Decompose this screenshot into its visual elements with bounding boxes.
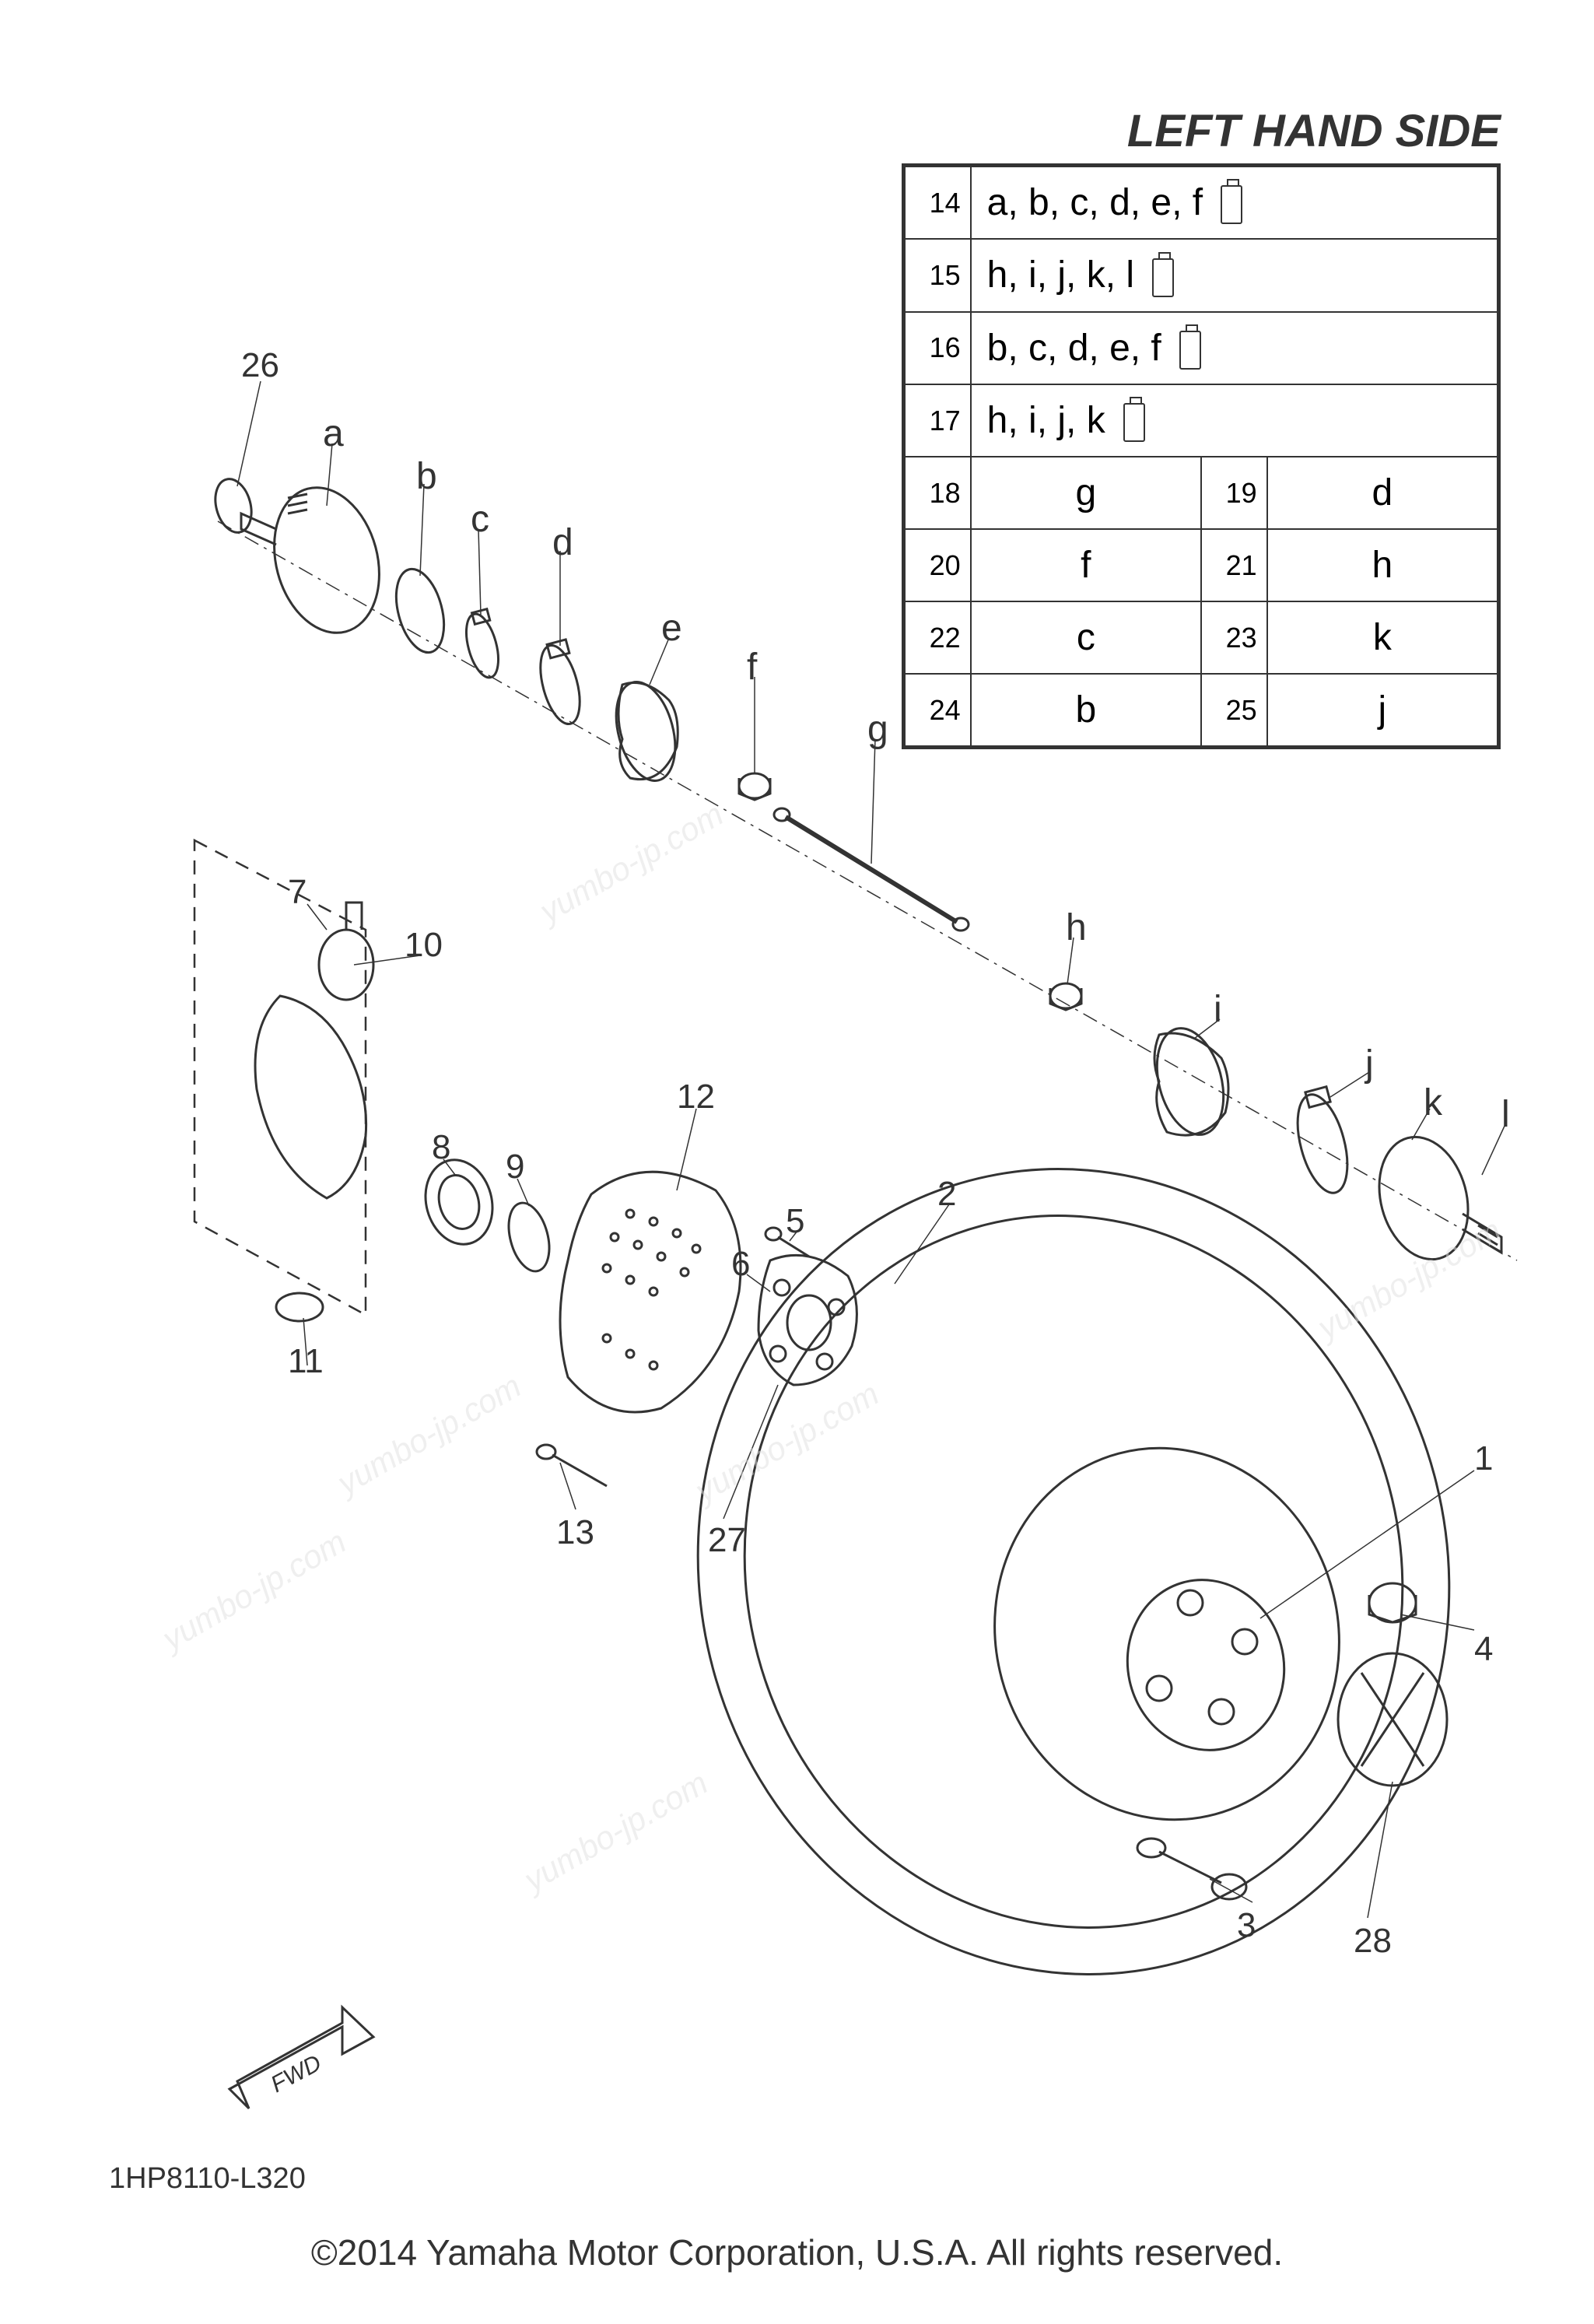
callout-letter: c <box>471 498 489 541</box>
callout-number: 28 <box>1354 1922 1392 1961</box>
panel-title: LEFT HAND SIDE <box>1127 105 1501 157</box>
table-row: 20f21h <box>905 529 1498 601</box>
ref-val: c <box>971 601 1201 674</box>
cv-joint-outer-left <box>241 475 394 644</box>
grease-icon <box>1221 185 1242 224</box>
ref-val: d <box>1267 457 1498 529</box>
callout-number: 3 <box>1237 1906 1256 1945</box>
callout-number: 2 <box>937 1175 956 1214</box>
cv-joint-outer-right <box>1366 1127 1501 1269</box>
band-clamp <box>533 640 587 728</box>
callout-letter: h <box>1066 906 1087 949</box>
cv-boot-left <box>606 675 685 787</box>
callout-number: 10 <box>405 926 443 965</box>
grease-icon <box>1123 403 1145 442</box>
nut-h <box>1050 983 1081 1010</box>
ref-letters: b, c, d, e, f <box>971 312 1498 384</box>
grease-icon <box>1179 331 1201 370</box>
callout-number: 11 <box>288 1342 324 1381</box>
callout-number: 8 <box>432 1128 450 1167</box>
retaining-ring <box>502 1198 556 1275</box>
ref-val: h <box>1267 529 1498 601</box>
table-row: 16b, c, d, e, f <box>905 312 1498 384</box>
ref-letters: h, i, j, k <box>971 384 1498 457</box>
callout-number: 1 <box>1474 1439 1493 1478</box>
callout-number: 26 <box>241 346 279 385</box>
svg-text:FWD: FWD <box>267 2050 326 2098</box>
ref-num: 25 <box>1201 674 1267 746</box>
callout-letter: i <box>1214 988 1222 1031</box>
callout-letter: g <box>867 708 888 751</box>
ref-num: 22 <box>905 601 971 674</box>
o-ring <box>388 564 453 658</box>
table-row: 24b25j <box>905 674 1498 746</box>
callout-letter: k <box>1424 1081 1442 1124</box>
callout-letter: d <box>552 521 573 564</box>
band-clamp-right <box>1288 1087 1357 1198</box>
callout-number: 27 <box>708 1521 746 1560</box>
ref-num: 21 <box>1201 529 1267 601</box>
ref-num: 24 <box>905 674 971 746</box>
ref-val: j <box>1267 674 1498 746</box>
callout-number: 6 <box>731 1245 750 1284</box>
knuckle-assembly <box>194 840 373 1315</box>
bolt-13 <box>537 1445 607 1486</box>
callout-letter: f <box>747 646 757 689</box>
callout-number: 12 <box>677 1078 715 1116</box>
table-row: 15h, i, j, k, l <box>905 239 1498 311</box>
cv-boot-right <box>1146 1021 1235 1142</box>
ref-letters: h, i, j, k, l <box>971 239 1498 311</box>
ref-num: 16 <box>905 312 971 384</box>
ref-num: 15 <box>905 239 971 311</box>
table-row: 18g19d <box>905 457 1498 529</box>
band-clamp-small <box>461 609 505 682</box>
ref-num: 18 <box>905 457 971 529</box>
callout-letter: j <box>1365 1043 1374 1085</box>
table-row: 14a, b, c, d, e, f <box>905 167 1498 239</box>
callout-letter: a <box>323 412 344 455</box>
ref-num: 23 <box>1201 601 1267 674</box>
callout-number: 13 <box>556 1513 594 1552</box>
disc-guard <box>560 1172 741 1412</box>
nut-f <box>739 773 770 800</box>
ref-val: k <box>1267 601 1498 674</box>
parts-diagram-area: FWD LEFT HAND SIDE 14a, b, c, d, e, f 15… <box>0 0 1594 2324</box>
callout-letter: e <box>661 607 682 650</box>
circlip <box>210 475 257 536</box>
callout-letter: b <box>416 455 437 498</box>
circlip-lower <box>276 1293 323 1321</box>
callout-number: 7 <box>288 873 307 912</box>
copyright-text: ©2014 Yamaha Motor Corporation, U.S.A. A… <box>0 2231 1594 2273</box>
callout-letter: l <box>1501 1093 1510 1136</box>
ref-num: 20 <box>905 529 971 601</box>
callout-number: 5 <box>786 1202 804 1241</box>
wheel-bearing <box>416 1152 502 1252</box>
callout-number: 4 <box>1474 1630 1493 1669</box>
ref-num: 17 <box>905 384 971 457</box>
callout-number: 9 <box>506 1148 524 1187</box>
diagram-code: 1HP8110-L320 <box>109 2162 306 2196</box>
ref-val: f <box>971 529 1201 601</box>
ref-val: g <box>971 457 1201 529</box>
fwd-direction-arrow: FWD <box>229 2007 373 2108</box>
ref-val: b <box>971 674 1201 746</box>
ref-num: 14 <box>905 167 971 239</box>
table-row: 22c23k <box>905 601 1498 674</box>
wheel-assembly <box>608 1084 1539 2059</box>
table-row: 17h, i, j, k <box>905 384 1498 457</box>
ref-letters: a, b, c, d, e, f <box>971 167 1498 239</box>
grease-icon <box>1152 258 1174 297</box>
ref-num: 19 <box>1201 457 1267 529</box>
reference-table: 14a, b, c, d, e, f 15h, i, j, k, l 16b, … <box>902 163 1501 749</box>
axle-shaft <box>774 808 969 931</box>
